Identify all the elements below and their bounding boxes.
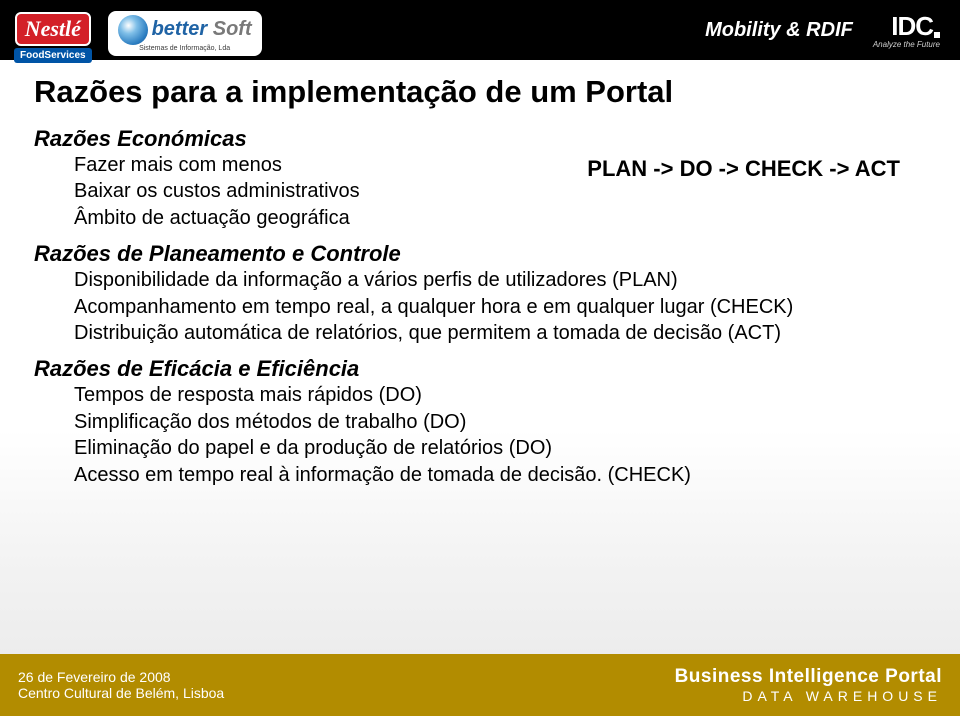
bettersoft-logo: better Soft Sistemas de Informação, Lda [108,11,262,56]
efficiency-line-2: Simplificação dos métodos de trabalho (D… [74,409,926,435]
planning-line-3: Distribuição automática de relatórios, q… [74,320,926,346]
economic-line-2: Baixar os custos administrativos [74,178,926,204]
economic-line-3: Âmbito de actuação geográfica [74,205,926,231]
efficiency-line-1: Tempos de resposta mais rápidos (DO) [74,382,926,408]
planning-line-1: Disponibilidade da informação a vários p… [74,267,926,293]
product-name: Business Intelligence Portal [675,666,942,688]
idc-tagline: Analyze the Future [873,40,940,49]
nestle-wordmark: Nestlé [25,16,81,41]
efficiency-line-3: Eliminação do papel e da produção de rel… [74,435,926,461]
idc-logo: IDC Analyze the Future [873,11,940,49]
idc-wordmark: IDC [891,11,933,42]
slide: Nestlé FoodServices better Soft Sistemas… [0,0,960,716]
event-date: 26 de Fevereiro de 2008 [18,669,224,685]
bettersoft-name: better Soft [152,18,252,41]
product-branding: Business Intelligence Portal DATA WAREHO… [675,666,942,704]
nestle-badge: Nestlé [15,12,91,46]
event-venue: Centro Cultural de Belém, Lisboa [18,685,224,701]
topbar-title: Mobility & RDIF [705,19,853,42]
bettersoft-better: better [152,18,208,40]
nestle-logo: Nestlé FoodServices [14,12,92,63]
section-heading-efficiency: Razões de Eficácia e Eficiência [34,356,926,382]
plan-cycle: PLAN -> DO -> CHECK -> ACT [587,156,900,182]
bettersoft-subtitle: Sistemas de Informação, Lda [139,45,230,52]
content: Razões para a implementação de um Portal… [0,60,960,488]
product-subname: DATA WAREHOUSE [675,688,942,704]
bettersoft-top: better Soft [118,15,252,45]
efficiency-line-4: Acesso em tempo real à informação de tom… [74,462,926,488]
section-heading-economic: Razões Económicas [34,126,926,152]
idc-dot-icon [934,32,940,38]
globe-icon [118,15,148,45]
bettersoft-soft: Soft [207,18,251,40]
topbar: Nestlé FoodServices better Soft Sistemas… [0,0,960,60]
planning-line-2: Acompanhamento em tempo real, a qualquer… [74,294,926,320]
event-info: 26 de Fevereiro de 2008 Centro Cultural … [18,669,224,701]
section-planning: Razões de Planeamento e Controle Disponi… [34,241,926,346]
section-efficiency: Razões de Eficácia e Eficiência Tempos d… [34,356,926,488]
section-heading-planning: Razões de Planeamento e Controle [34,241,926,267]
page-title: Razões para a implementação de um Portal [34,74,926,110]
bottombar: 26 de Fevereiro de 2008 Centro Cultural … [0,654,960,716]
